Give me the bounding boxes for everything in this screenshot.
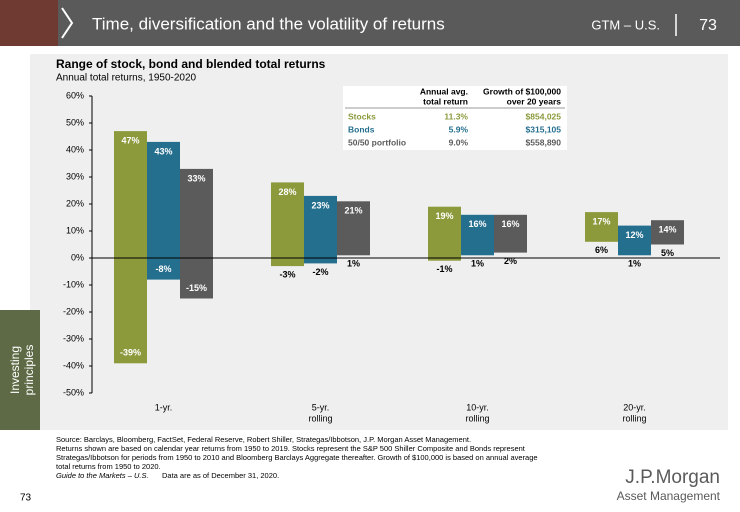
high-label: 19% bbox=[435, 211, 453, 221]
source-note: Source: Barclays, Bloomberg, FactSet, Fe… bbox=[56, 435, 471, 444]
range-bar bbox=[337, 201, 370, 256]
high-label: 17% bbox=[592, 216, 610, 226]
y-tick-label: -20% bbox=[63, 306, 84, 316]
header-tab bbox=[0, 0, 58, 46]
y-tick-label: 50% bbox=[66, 117, 84, 127]
table-header: over 20 years bbox=[507, 96, 562, 106]
table-cell: 11.3% bbox=[444, 111, 468, 121]
low-label: -1% bbox=[436, 264, 452, 274]
table-cell: $315,105 bbox=[526, 124, 562, 134]
logo-sub: Asset Management bbox=[617, 489, 721, 503]
high-label: 47% bbox=[121, 135, 139, 145]
table-cell: 5.9% bbox=[449, 124, 469, 134]
low-label: 1% bbox=[471, 259, 484, 269]
x-tick-label: rolling bbox=[622, 413, 646, 423]
high-label: 16% bbox=[501, 219, 519, 229]
high-label: 16% bbox=[468, 219, 486, 229]
low-label: 1% bbox=[347, 259, 360, 269]
header-page: 73 bbox=[699, 17, 717, 34]
guide-note: Guide to the Markets – U.S. bbox=[56, 471, 149, 480]
page-number: 73 bbox=[20, 493, 32, 504]
high-label: 28% bbox=[278, 187, 296, 197]
low-label: -3% bbox=[279, 269, 295, 279]
range-bar bbox=[147, 141, 180, 280]
table-cell: 9.0% bbox=[449, 137, 469, 147]
y-tick-label: 40% bbox=[66, 144, 84, 154]
y-tick-label: 60% bbox=[66, 90, 84, 100]
range-bar bbox=[114, 131, 147, 364]
low-label: 6% bbox=[595, 245, 608, 255]
range-bar bbox=[651, 220, 684, 245]
low-label: 5% bbox=[661, 248, 674, 258]
y-tick-label: -40% bbox=[63, 360, 84, 370]
header-bar bbox=[0, 0, 740, 46]
side-tab-text: Investing bbox=[8, 346, 22, 394]
high-label: 33% bbox=[187, 173, 205, 183]
table-header: total return bbox=[423, 96, 468, 106]
table-cell: Bonds bbox=[348, 124, 375, 134]
header-section: GTM – U.S. bbox=[591, 17, 660, 32]
chart-title: Range of stock, bond and blended total r… bbox=[56, 57, 326, 71]
x-tick-label: 1-yr. bbox=[155, 402, 173, 412]
header-title: Time, diversification and the volatility… bbox=[92, 14, 445, 33]
range-bar bbox=[304, 195, 337, 264]
high-label: 14% bbox=[658, 225, 676, 235]
range-bar bbox=[494, 214, 527, 253]
y-tick-label: -10% bbox=[63, 279, 84, 289]
y-tick-label: 10% bbox=[66, 225, 84, 235]
header-chevron bbox=[61, 7, 74, 39]
high-label: 21% bbox=[344, 206, 362, 216]
low-label: 1% bbox=[628, 259, 641, 269]
source-note: total returns from 1950 to 2020. bbox=[56, 462, 161, 471]
source-note: Strategas/Ibbotson for periods from 1950… bbox=[56, 453, 538, 462]
table-cell: $558,890 bbox=[526, 137, 562, 147]
side-tab bbox=[0, 310, 40, 430]
high-label: 23% bbox=[311, 200, 329, 210]
y-tick-label: -50% bbox=[63, 387, 84, 397]
x-tick-label: 20-yr. bbox=[623, 402, 646, 412]
range-bar bbox=[180, 168, 213, 299]
high-label: 12% bbox=[625, 230, 643, 240]
table-cell: Stocks bbox=[348, 111, 376, 121]
low-label: -15% bbox=[186, 283, 207, 293]
y-tick-label: -30% bbox=[63, 333, 84, 343]
range-bar bbox=[428, 206, 461, 261]
range-bar bbox=[618, 225, 651, 256]
y-tick-label: 30% bbox=[66, 171, 84, 181]
range-bar bbox=[271, 182, 304, 267]
low-label: 2% bbox=[504, 256, 517, 266]
table-header: Growth of $100,000 bbox=[483, 86, 561, 96]
low-label: -2% bbox=[312, 267, 328, 277]
x-tick-label: rolling bbox=[465, 413, 489, 423]
asof-note: Data are as of December 31, 2020. bbox=[162, 471, 279, 480]
chart-subtitle: Annual total returns, 1950-2020 bbox=[56, 73, 197, 84]
table-cell: 50/50 portfolio bbox=[348, 137, 406, 147]
y-tick-label: 0% bbox=[71, 252, 84, 262]
x-tick-label: rolling bbox=[308, 413, 332, 423]
y-tick-label: 20% bbox=[66, 198, 84, 208]
stats-table bbox=[343, 86, 567, 150]
x-tick-label: 10-yr. bbox=[466, 402, 489, 412]
side-tab-text: principles bbox=[22, 345, 36, 396]
table-header: Annual avg. bbox=[420, 86, 468, 96]
table-cell: $854,025 bbox=[526, 111, 562, 121]
low-label: -39% bbox=[120, 348, 141, 358]
high-label: 43% bbox=[154, 146, 172, 156]
range-bar bbox=[461, 214, 494, 256]
logo: J.P.Morgan bbox=[625, 467, 720, 488]
x-tick-label: 5-yr. bbox=[312, 402, 330, 412]
source-note: Returns shown are based on calendar year… bbox=[56, 444, 526, 453]
low-label: -8% bbox=[155, 264, 171, 274]
range-bar bbox=[585, 212, 618, 242]
